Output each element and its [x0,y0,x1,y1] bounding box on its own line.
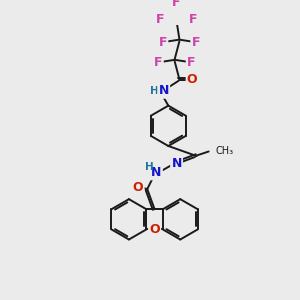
Text: F: F [154,56,163,69]
Text: N: N [171,157,182,170]
Text: O: O [133,181,143,194]
Text: O: O [149,223,160,236]
Text: H: H [150,86,159,96]
Text: N: N [159,85,169,98]
Text: F: F [192,36,200,49]
Text: F: F [187,56,196,69]
Text: N: N [151,166,162,179]
Text: F: F [172,0,181,10]
Text: O: O [187,74,197,86]
Text: F: F [189,13,197,26]
Text: F: F [156,13,164,26]
Text: H: H [145,162,154,172]
Text: CH₃: CH₃ [215,146,233,157]
Text: F: F [159,36,167,49]
